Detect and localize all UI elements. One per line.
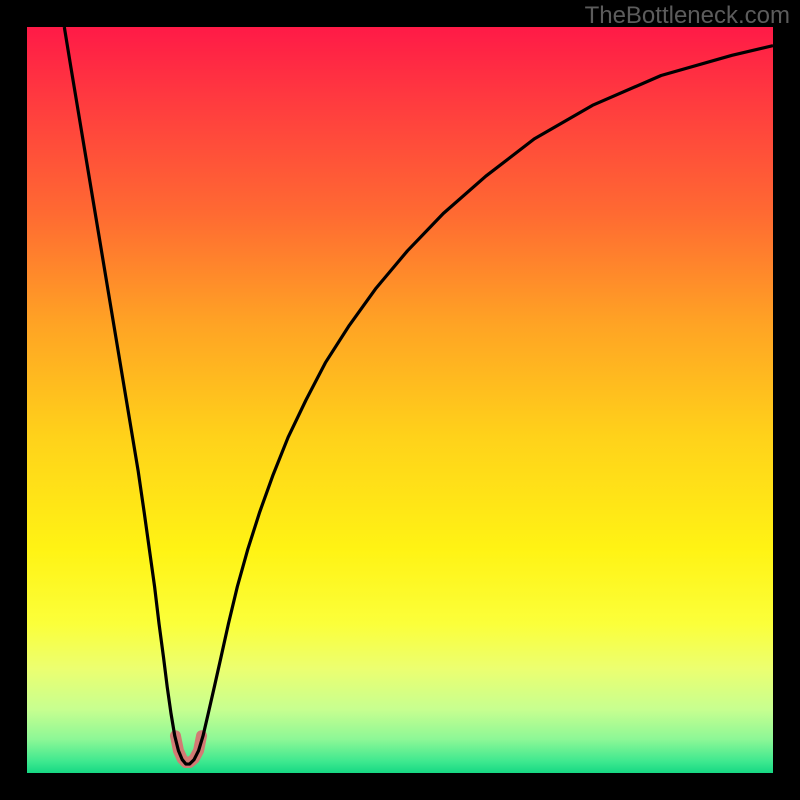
watermark-text: TheBottleneck.com <box>585 2 790 30</box>
plot-area <box>27 27 773 773</box>
bottleneck-curve <box>64 27 773 764</box>
curve-layer <box>27 27 773 773</box>
